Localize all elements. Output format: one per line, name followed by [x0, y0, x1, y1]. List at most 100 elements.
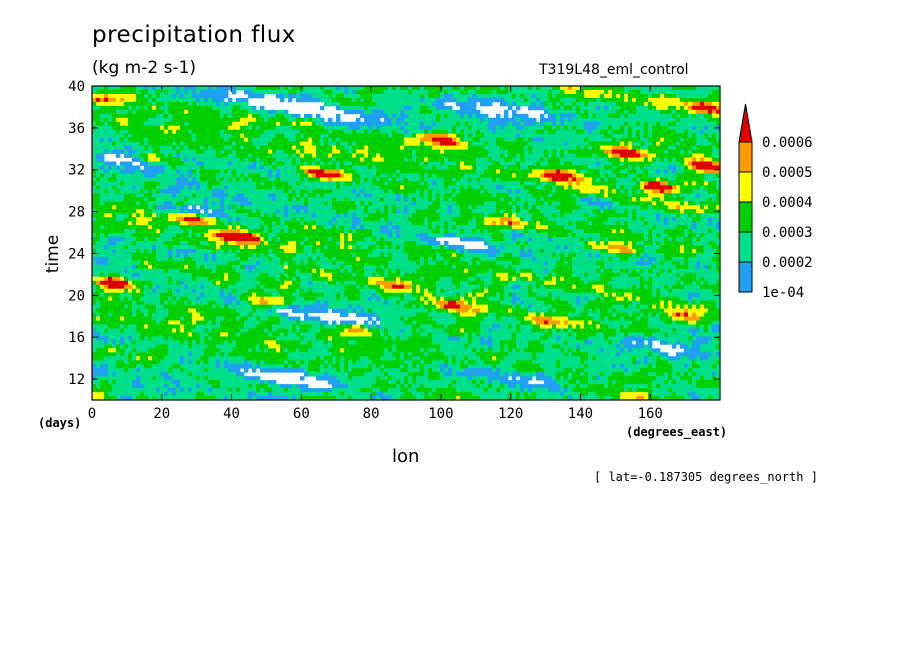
field-cell	[684, 149, 689, 154]
field-cell	[204, 133, 209, 139]
field-cell	[496, 197, 501, 202]
field-cell	[664, 86, 669, 91]
field-cell	[200, 201, 205, 206]
field-cell	[236, 105, 241, 111]
field-cell	[696, 133, 701, 139]
field-cell	[696, 145, 701, 150]
field-cell	[172, 141, 177, 147]
field-cell	[116, 205, 121, 210]
field-cell	[328, 89, 333, 95]
field-cell	[244, 117, 249, 123]
field-cell	[228, 205, 233, 210]
field-cell	[708, 97, 713, 103]
field-cell	[420, 117, 425, 123]
field-cell	[268, 145, 273, 150]
field-cell	[152, 201, 157, 206]
field-cell	[428, 157, 433, 162]
field-cell	[368, 189, 373, 194]
field-cell	[440, 137, 445, 143]
field-cell	[632, 157, 637, 162]
field-cell	[548, 177, 553, 182]
field-cell	[592, 177, 597, 182]
field-cell	[360, 177, 365, 182]
field-cell	[128, 105, 133, 111]
field-cell	[444, 105, 449, 111]
field-cell	[552, 93, 557, 99]
field-cell	[532, 153, 537, 158]
field-cell	[448, 141, 453, 147]
field-cell	[532, 177, 537, 182]
field-cell	[588, 205, 593, 210]
field-cell	[508, 105, 513, 111]
field-cell	[520, 209, 525, 214]
field-cell	[580, 133, 585, 139]
field-cell	[428, 109, 433, 115]
field-cell	[592, 137, 597, 143]
field-cell	[448, 173, 453, 178]
field-cell	[524, 113, 529, 119]
field-cell	[156, 169, 161, 174]
field-cell	[364, 201, 369, 206]
field-cell	[156, 109, 161, 115]
field-cell	[424, 101, 429, 107]
field-cell	[580, 153, 585, 158]
field-cell	[472, 93, 477, 99]
field-cell	[220, 105, 225, 111]
field-cell	[648, 125, 653, 131]
field-cell	[524, 149, 529, 154]
field-cell	[156, 201, 161, 206]
field-cell	[708, 205, 713, 210]
field-cell	[608, 177, 613, 182]
field-cell	[136, 201, 141, 206]
field-cell	[540, 213, 545, 218]
field-cell	[660, 117, 665, 123]
field-cell	[220, 117, 225, 123]
field-cell	[564, 201, 569, 206]
field-cell	[308, 117, 313, 123]
field-cell	[132, 93, 137, 99]
field-cell	[336, 197, 341, 202]
field-cell	[128, 197, 133, 202]
field-cell	[428, 97, 433, 103]
field-cell	[240, 165, 245, 170]
field-cell	[328, 157, 333, 162]
field-cell	[540, 181, 545, 186]
field-cell	[308, 121, 313, 127]
field-cell	[624, 185, 629, 190]
field-cell	[100, 149, 105, 154]
field-cell	[412, 125, 417, 131]
field-cell	[320, 165, 325, 170]
field-cell	[412, 133, 417, 139]
field-cell	[272, 173, 277, 178]
field-cell	[284, 193, 289, 198]
field-cell	[116, 121, 121, 127]
field-cell	[284, 165, 289, 170]
field-cell	[108, 129, 113, 135]
field-cell	[288, 113, 293, 119]
field-cell	[412, 153, 417, 158]
field-cell	[304, 201, 309, 206]
field-cell	[600, 121, 605, 127]
field-cell	[220, 177, 225, 182]
field-cell	[172, 173, 177, 178]
field-cell	[424, 97, 429, 103]
field-cell	[680, 97, 685, 103]
field-cell	[508, 153, 513, 158]
field-cell	[532, 133, 537, 139]
field-cell	[240, 86, 245, 91]
field-cell	[392, 173, 397, 178]
field-cell	[548, 121, 553, 127]
field-cell	[168, 205, 173, 210]
field-cell	[696, 153, 701, 158]
field-cell	[664, 133, 669, 139]
field-cell	[372, 125, 377, 131]
field-cell	[332, 173, 337, 178]
field-cell	[396, 125, 401, 131]
field-cell	[540, 177, 545, 182]
field-cell	[424, 209, 429, 214]
field-cell	[232, 169, 237, 174]
field-cell	[364, 145, 369, 150]
field-cell	[204, 149, 209, 154]
field-cell	[556, 213, 561, 218]
field-cell	[324, 149, 329, 154]
